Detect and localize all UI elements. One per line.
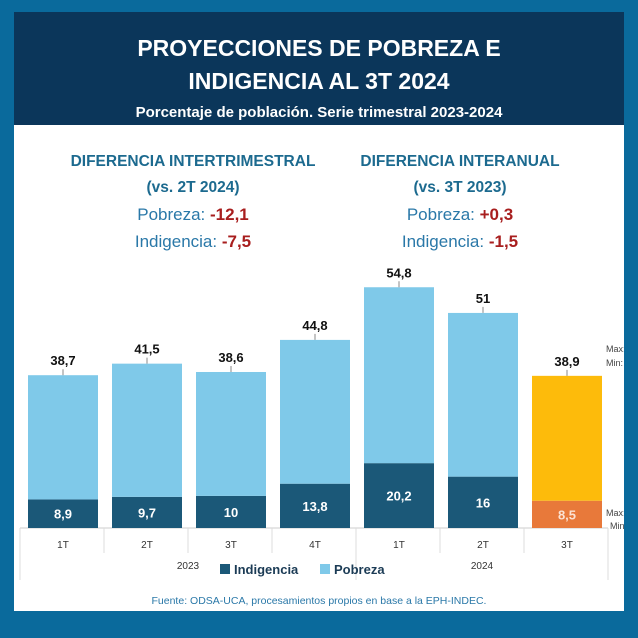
pobreza-data-label: 38,9 [554,354,579,369]
indigencia-bar [448,476,518,528]
indigencia-data-label: 13,8 [302,499,327,514]
interanual-heading: DIFERENCIA INTERANUAL [360,153,560,170]
pobreza-data-label: 54,8 [386,265,411,280]
indigencia-data-label: 20,2 [386,489,411,504]
indigencia-data-label: 16 [476,495,490,510]
x-tick-label: 2T [141,540,153,551]
x-tick-label: 1T [57,540,69,551]
intertrimestral-summary: DIFERENCIA INTERTRIMESTRAL (vs. 2T 2024)… [43,149,343,255]
x-tick-label: 1T [393,540,405,551]
indigencia-data-label: 8,9 [54,507,72,522]
interanual-pobreza: Pobreza: +0,3 [406,205,514,224]
indigencia-bar [28,499,98,528]
stacked-bar-chart: 8,9 38,7 1T 9,7 41,5 2T 10 38,6 3T 13,8 44,8 4T 20,2… [19,265,624,580]
indigencia-data-label: 8,5 [558,507,576,522]
x-tick-label: 3T [561,540,573,551]
indigencia-bar [196,495,266,528]
chart-title: PROYECCIONES DE POBREZA E INDIGENCIA AL 3… [137,35,501,94]
pobreza-data-label: 38,7 [50,353,75,368]
legend-pobreza-swatch [320,564,330,574]
pobreza-data-label: 44,8 [302,318,327,333]
x-tick-label: 4T [309,540,321,551]
pobreza-bar [364,287,434,464]
year-label: 2023 [177,561,200,572]
pobreza-max-note: Max: 41,5 [606,344,624,354]
chart-subtitle: Porcentaje de población. Serie trimestra… [135,104,503,121]
intertrimestral-indigencia: Indigencia: -7,5 [134,232,252,251]
intertrimestral-comparison: (vs. 2T 2024) [146,179,240,196]
legend-pobreza-label: Pobreza [334,562,385,577]
source-note: Fuente: ODSA-UCA, procesamientos propios… [151,595,487,607]
legend-indigencia-swatch [220,564,230,574]
indigencia-bar [280,483,350,528]
pobreza-min-note: Min: 37,6 [606,358,624,368]
interanual-summary: DIFERENCIA INTERANUAL (vs. 3T 2023) Pobr… [310,149,610,255]
pobreza-data-label: 41,5 [134,342,159,357]
pobreza-bar [532,375,602,501]
intertrimestral-pobreza: Pobreza: -12,1 [137,205,249,224]
pobreza-bar [448,312,518,477]
chart-panel: DIFERENCIA INTERTRIMESTRAL (vs. 2T 2024)… [14,125,624,611]
pobreza-bar [280,339,350,484]
x-tick-label: 2T [477,540,489,551]
interanual-comparison: (vs. 3T 2023) [413,179,507,196]
pobreza-bar [28,375,98,500]
indigencia-data-label: 9,7 [138,505,156,520]
x-tick-label: 3T [225,540,237,551]
year-label: 2024 [471,561,494,572]
indigencia-min-note: Min: 8,1 [610,521,624,531]
header: PROYECCIONES DE POBREZA E INDIGENCIA AL 3… [14,12,624,125]
indigencia-data-label: 10 [224,505,238,520]
pobreza-data-label: 51 [476,291,490,306]
indigencia-bar [364,463,434,528]
intertrimestral-heading: DIFERENCIA INTERTRIMESTRAL [70,153,316,170]
indigencia-max-note: Max: 9,5 [606,508,624,518]
indigencia-bar [112,496,182,528]
pobreza-data-label: 38,6 [218,350,243,365]
pobreza-bar [196,371,266,496]
indigencia-bar [532,500,602,528]
legend-indigencia-label: Indigencia [234,562,299,577]
pobreza-bar [112,363,182,497]
interanual-indigencia: Indigencia: -1,5 [401,232,519,251]
